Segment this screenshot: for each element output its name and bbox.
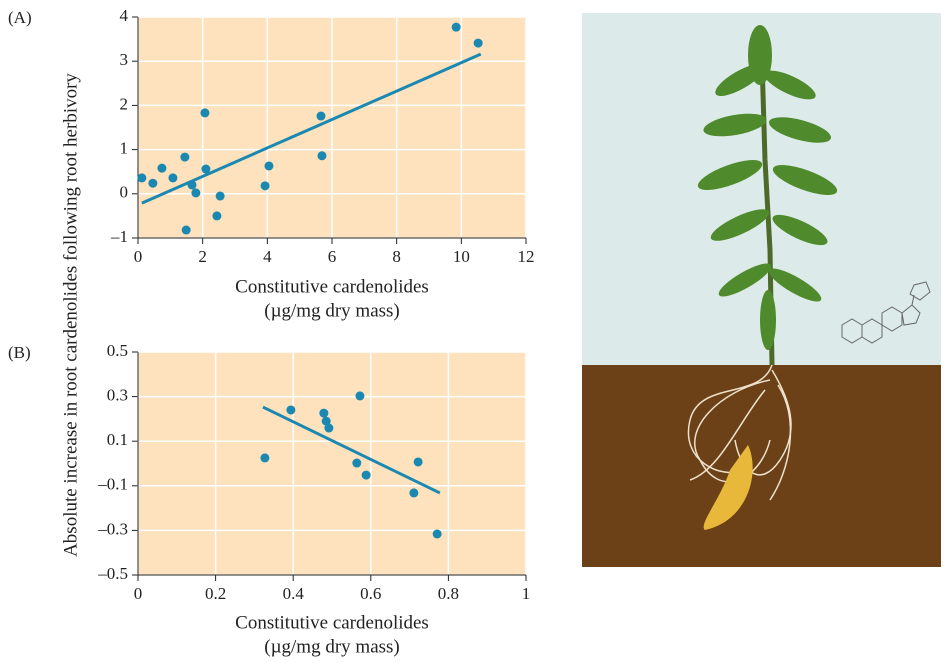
x-axis-unit: (µg/mg dry mass) xyxy=(264,300,400,321)
x-axis-label: Constitutive cardenolides xyxy=(235,276,429,297)
point xyxy=(473,38,483,48)
point xyxy=(286,405,296,415)
x-tick-label: 4 xyxy=(263,247,272,266)
y-tick-label: 2 xyxy=(120,94,129,113)
point xyxy=(260,453,270,463)
y-tick-label: –0.3 xyxy=(97,519,128,538)
y-tick-label: 0.3 xyxy=(107,386,128,405)
point xyxy=(355,391,365,401)
y-tick-label: –1 xyxy=(110,227,128,246)
point xyxy=(168,173,178,183)
y-tick-label: –0.5 xyxy=(97,564,128,583)
point xyxy=(187,180,197,190)
point xyxy=(260,181,270,191)
point xyxy=(180,152,190,162)
point xyxy=(352,458,362,468)
point xyxy=(324,423,334,433)
x-tick-label: 2 xyxy=(198,247,207,266)
larva xyxy=(703,445,753,530)
trendline xyxy=(141,52,482,205)
trendline xyxy=(262,405,441,495)
point xyxy=(319,408,329,418)
molecule xyxy=(841,281,931,344)
point xyxy=(212,211,222,221)
x-axis-label: Constitutive cardenolides xyxy=(235,612,429,633)
x-tick-label: 0 xyxy=(134,584,143,603)
point xyxy=(361,470,371,480)
x-tick-label: 6 xyxy=(328,247,337,266)
x-axis-unit: (µg/mg dry mass) xyxy=(264,636,400,657)
x-tick-label: 8 xyxy=(392,247,401,266)
point xyxy=(316,111,326,121)
x-tick-label: 0.4 xyxy=(283,584,305,603)
y-tick-label: 0.5 xyxy=(107,341,128,360)
panel-label: (A) xyxy=(8,8,32,27)
point xyxy=(451,22,461,32)
x-tick-label: 10 xyxy=(453,247,470,266)
soil xyxy=(582,365,941,567)
y-tick-label: 4 xyxy=(120,6,129,25)
y-tick-label: 0.1 xyxy=(107,430,128,449)
x-tick-label: 12 xyxy=(518,247,535,266)
x-tick-label: 0.8 xyxy=(438,584,459,603)
x-tick-label: 0 xyxy=(134,247,143,266)
plot-background xyxy=(138,352,526,575)
y-tick-label: 0 xyxy=(120,183,129,202)
leaves xyxy=(697,25,838,350)
point xyxy=(317,151,327,161)
x-tick-label: 0.2 xyxy=(205,584,226,603)
point xyxy=(409,488,419,498)
point xyxy=(264,161,274,171)
point xyxy=(148,178,158,188)
illustration xyxy=(582,13,941,567)
x-tick-label: 0.6 xyxy=(360,584,381,603)
point xyxy=(200,108,210,118)
point xyxy=(215,191,225,201)
point xyxy=(191,188,201,198)
point xyxy=(413,457,423,467)
y-axis-label: Absolute increase in root cardenolides f… xyxy=(60,73,81,557)
point xyxy=(432,529,442,539)
point xyxy=(201,164,211,174)
point xyxy=(137,173,147,183)
point xyxy=(157,163,167,173)
y-tick-label: 1 xyxy=(120,139,129,158)
panel-label: (B) xyxy=(8,343,31,362)
y-tick-label: –0.1 xyxy=(97,475,128,494)
x-tick-label: 1 xyxy=(522,584,531,603)
point xyxy=(321,416,331,426)
y-tick-label: 3 xyxy=(120,50,129,69)
point xyxy=(181,225,191,235)
